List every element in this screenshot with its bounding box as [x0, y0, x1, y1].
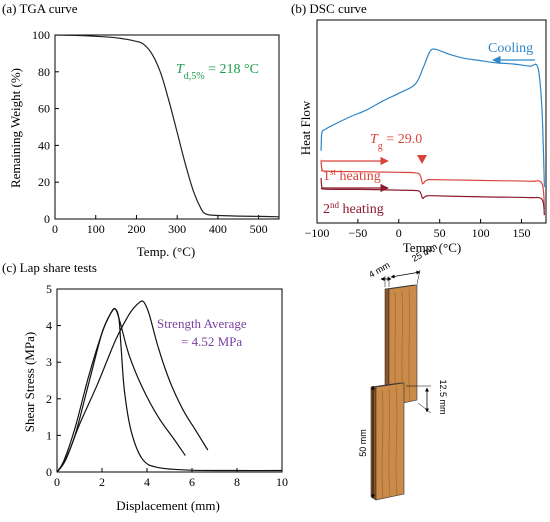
heating1-label-sup: st — [330, 167, 337, 177]
tga-xtick-label: 0 — [52, 222, 58, 236]
lap-xtick-label: 8 — [234, 475, 240, 489]
tg-annotation: Tg = 29.0 — [370, 132, 422, 152]
lap-xtick-label: 6 — [189, 475, 195, 489]
tga-frame — [54, 34, 280, 220]
lower-plank-face — [375, 382, 405, 501]
lap-curves — [56, 300, 283, 473]
tga-annotation: Td,5% = 218 °C — [176, 62, 259, 82]
lap-xtick-label: 10 — [276, 475, 288, 489]
upper-plank — [384, 284, 418, 407]
tga-xlabel: Temp. (°C) — [137, 244, 195, 259]
tga-xtick-label: 400 — [209, 222, 227, 236]
lap-xtick-label: 0 — [54, 475, 60, 489]
tga-xtick-label: 200 — [127, 222, 145, 236]
heating1-label-base: 1 — [323, 169, 330, 184]
tga-ytick-label: 80 — [38, 65, 50, 79]
lap-ylabel: Shear Stress (MPa) — [22, 332, 37, 432]
dsc-xtick-label: 0 — [396, 226, 402, 240]
lap-ytick-label: 5 — [46, 282, 52, 296]
tga-ytick-label: 100 — [32, 28, 50, 42]
dsc-heating2-curve — [320, 177, 545, 216]
dsc-cooling-curve — [320, 48, 545, 187]
lap-curve-3 — [56, 300, 209, 473]
lap-xtick-label: 4 — [144, 475, 150, 489]
tga-annotation-main: T — [176, 62, 185, 77]
panel-c-lap: (c) Lap share tests 0 2 4 6 8 10 0 1 2 3 4 5 Shear … — [2, 260, 288, 513]
upper-plank-face — [388, 284, 418, 407]
heating2-label-sup: nd — [330, 200, 340, 210]
lap-axes: 0 2 4 6 8 10 0 1 2 3 4 5 — [46, 282, 288, 489]
panel-a-label: (a) TGA curve — [2, 1, 78, 16]
dim-width-line — [390, 270, 421, 279]
tg-annotation-main: T — [370, 132, 379, 147]
dsc-xtick-label: −100 — [305, 226, 330, 240]
tga-ytick-label: 20 — [38, 175, 50, 189]
tga-ytick-label: 0 — [44, 212, 50, 226]
lap-frame — [56, 288, 283, 473]
dsc-ylabel: Heat Flow — [298, 100, 313, 155]
lower-plank-side — [370, 386, 377, 501]
heating2-label-rest: heating — [339, 202, 384, 217]
panel-d-specimen: 4 mm 25 mm 12.5 mm 50 mm — [358, 241, 448, 501]
dsc-xtick-label: −50 — [349, 226, 368, 240]
lap-ytick-label: 4 — [46, 319, 52, 333]
panel-c-label: (c) Lap share tests — [2, 260, 97, 275]
dsc-xtick-label: 100 — [472, 226, 490, 240]
tg-annotation-sub: g — [378, 141, 383, 152]
lap-ytick-label: 3 — [46, 355, 52, 369]
tg-annotation-value: = 29.0 — [383, 132, 422, 147]
dsc-axes: −100 −50 0 50 100 150 — [305, 19, 547, 240]
tga-ytick-label: 40 — [38, 138, 50, 152]
dim-width-ext — [416, 269, 421, 285]
tga-ylabel: Remaining Weight (%) — [8, 68, 23, 188]
tga-annotation-value: = 218 °C — [205, 62, 259, 77]
lower-plank-grain — [381, 386, 398, 499]
tga-curve — [54, 34, 280, 218]
tga-xtick-label: 500 — [250, 222, 268, 236]
lap-xtick-label: 2 — [99, 475, 105, 489]
panel-b-dsc: (b) DSC curve −100 −50 0 50 100 150 Heat Flow… — [291, 1, 547, 255]
lap-xlabel: Displacement (mm) — [116, 498, 220, 513]
lap-curve-2 — [56, 307, 186, 473]
tga-ytick-label: 60 — [38, 102, 50, 116]
cooling-label: Cooling — [488, 41, 533, 56]
upper-plank-side — [384, 288, 390, 395]
heating2-label-base: 2 — [323, 202, 330, 217]
dsc-xtick-label: 150 — [512, 226, 530, 240]
tga-axes: 0 100 200 300 400 500 0 20 40 60 80 100 — [32, 28, 280, 236]
heating1-label: 1st heating — [323, 167, 381, 184]
lower-plank — [370, 382, 405, 501]
dsc-xtick-label: 50 — [434, 226, 446, 240]
strength-line2: = 4.52 MPa — [181, 334, 242, 349]
dim-length-label: 50 mm — [358, 429, 368, 457]
strength-line1: Strength Average — [157, 316, 247, 331]
tg-marker — [417, 155, 427, 164]
dim-thickness-label: 4 mm — [367, 260, 391, 280]
panel-b-label: (b) DSC curve — [291, 1, 367, 16]
lap-curve-1 — [56, 308, 283, 473]
heating2-label: 2nd heating — [323, 200, 384, 217]
lap-ytick-label: 0 — [46, 465, 52, 479]
dim-overlap-label: 12.5 mm — [438, 379, 448, 414]
dsc-heating1-curve — [320, 159, 545, 210]
tga-xtick-label: 300 — [168, 222, 186, 236]
lap-ytick-label: 2 — [46, 392, 52, 406]
dim-overlap-ext2 — [417, 402, 432, 414]
dsc-frame — [316, 19, 547, 224]
tga-xtick-label: 100 — [87, 222, 105, 236]
dsc-xlabel: Temp. (°C) — [403, 240, 461, 255]
tga-annotation-sub: d,5% — [184, 71, 205, 82]
heating1-label-rest: heating — [336, 169, 381, 184]
lap-ytick-label: 1 — [46, 428, 52, 442]
panel-a-tga: (a) TGA curve 0 100 200 300 400 500 0 20 40 60 80 1… — [2, 1, 280, 259]
